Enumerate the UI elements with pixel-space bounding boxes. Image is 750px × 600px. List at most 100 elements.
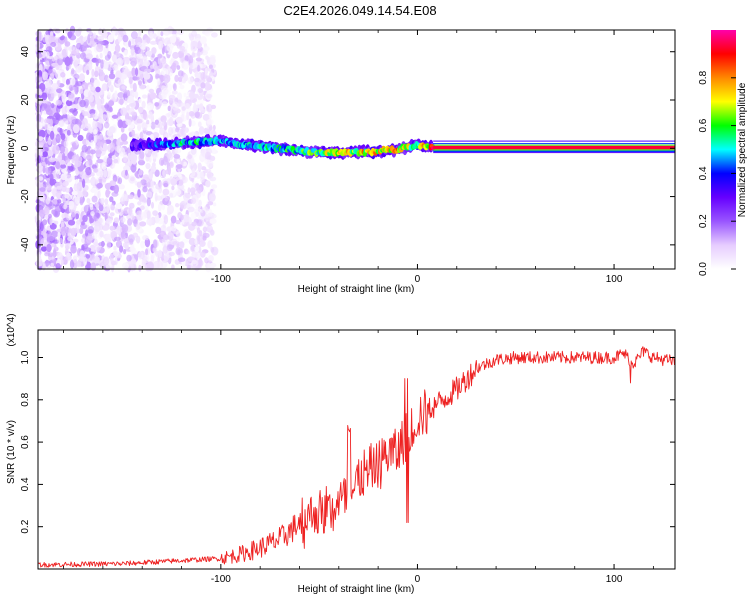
- noise-blob: [124, 244, 129, 250]
- noise-blob: [117, 119, 124, 129]
- noise-blob: [163, 214, 169, 225]
- noise-blob: [90, 176, 97, 186]
- noise-blob: [200, 82, 206, 89]
- noise-blob: [106, 129, 113, 137]
- noise-blob: [39, 187, 46, 192]
- noise-blob: [60, 226, 66, 237]
- noise-blob: [123, 165, 131, 172]
- noise-blob: [74, 196, 80, 205]
- noise-blob: [146, 197, 151, 207]
- noise-blob: [183, 214, 190, 223]
- noise-blob: [138, 169, 143, 176]
- noise-blob: [95, 134, 104, 143]
- noise-blob: [76, 42, 82, 50]
- noise-blob: [47, 137, 52, 146]
- noise-blob: [204, 67, 208, 76]
- noise-blob: [42, 71, 48, 81]
- noise-blob: [106, 156, 113, 166]
- noise-blob: [206, 208, 213, 217]
- noise-blob: [153, 246, 157, 254]
- noise-blob: [102, 47, 108, 57]
- noise-blob: [43, 103, 48, 109]
- noise-blob: [60, 72, 66, 78]
- noise-blob: [136, 118, 143, 124]
- noise-blob: [154, 192, 158, 202]
- noise-blob: [130, 47, 135, 56]
- noise-blob: [117, 27, 125, 34]
- noise-blob: [197, 186, 202, 194]
- noise-blob: [162, 245, 168, 254]
- noise-blob: [160, 31, 164, 37]
- noise-blob: [77, 134, 84, 142]
- noise-blob: [137, 189, 141, 198]
- noise-blob: [109, 180, 117, 186]
- noise-blob: [140, 205, 145, 210]
- noise-blob: [161, 204, 165, 211]
- noise-blob: [142, 201, 146, 207]
- noise-blob: [48, 157, 56, 163]
- noise-blob: [99, 198, 105, 204]
- tone-band: [433, 143, 675, 145]
- noise-blob: [178, 179, 184, 186]
- noise-blob: [49, 173, 54, 181]
- noise-blob: [146, 261, 154, 270]
- noise-blob: [169, 161, 174, 169]
- noise-blob: [147, 50, 153, 57]
- noise-blob: [66, 252, 71, 257]
- noise-blob: [72, 124, 80, 134]
- noise-blob: [140, 179, 147, 186]
- noise-blob: [51, 230, 59, 238]
- noise-blob: [52, 144, 60, 155]
- noise-blob: [35, 98, 42, 104]
- noise-blob: [164, 37, 171, 46]
- noise-blob: [162, 120, 166, 127]
- noise-blob: [84, 179, 92, 184]
- noise-blob: [131, 129, 136, 136]
- spectrogram-y-tick-label: -40: [20, 237, 31, 252]
- snr-y-multiplier: (x10^4): [6, 313, 17, 346]
- noise-blob: [171, 264, 175, 270]
- noise-blob: [199, 63, 207, 69]
- noise-blob: [115, 203, 123, 210]
- snr-series-line: [37, 346, 675, 568]
- noise-blob: [85, 123, 91, 129]
- noise-blob: [200, 177, 205, 183]
- noise-blob: [121, 224, 129, 233]
- noise-scatter: [34, 25, 219, 274]
- noise-blob: [85, 254, 91, 259]
- noise-blob: [45, 30, 52, 36]
- noise-blob: [128, 206, 132, 216]
- noise-blob: [117, 92, 125, 99]
- noise-blob: [67, 236, 73, 242]
- noise-blob: [110, 142, 116, 152]
- noise-blob: [89, 40, 96, 48]
- snr-y-tick-label: 1.0: [20, 350, 31, 364]
- noise-blob: [137, 49, 144, 54]
- noise-blob: [172, 51, 179, 59]
- noise-blob: [103, 169, 108, 178]
- spectrogram-y-tick-label: 20: [20, 94, 31, 106]
- noise-blob: [38, 129, 46, 138]
- noise-blob: [101, 83, 108, 91]
- noise-blob: [202, 95, 207, 101]
- noise-blob: [208, 114, 212, 119]
- noise-blob: [66, 129, 71, 136]
- noise-blob: [191, 259, 197, 265]
- noise-blob: [194, 183, 199, 189]
- noise-blob: [129, 82, 133, 89]
- noise-blob: [176, 92, 183, 101]
- noise-blob: [205, 180, 211, 188]
- noise-blob: [130, 111, 137, 116]
- noise-blob: [120, 133, 128, 142]
- noise-blob: [96, 102, 101, 111]
- noise-blob: [96, 212, 100, 219]
- noise-blob: [106, 241, 112, 249]
- noise-blob: [115, 70, 123, 80]
- noise-blob: [65, 174, 73, 183]
- noise-blob: [97, 190, 101, 199]
- noise-blob: [35, 88, 42, 95]
- figure-title: C2E4.2026.049.14.54.E08: [283, 3, 436, 18]
- noise-blob: [79, 227, 84, 234]
- noise-blob: [206, 103, 213, 113]
- noise-blob: [108, 106, 113, 112]
